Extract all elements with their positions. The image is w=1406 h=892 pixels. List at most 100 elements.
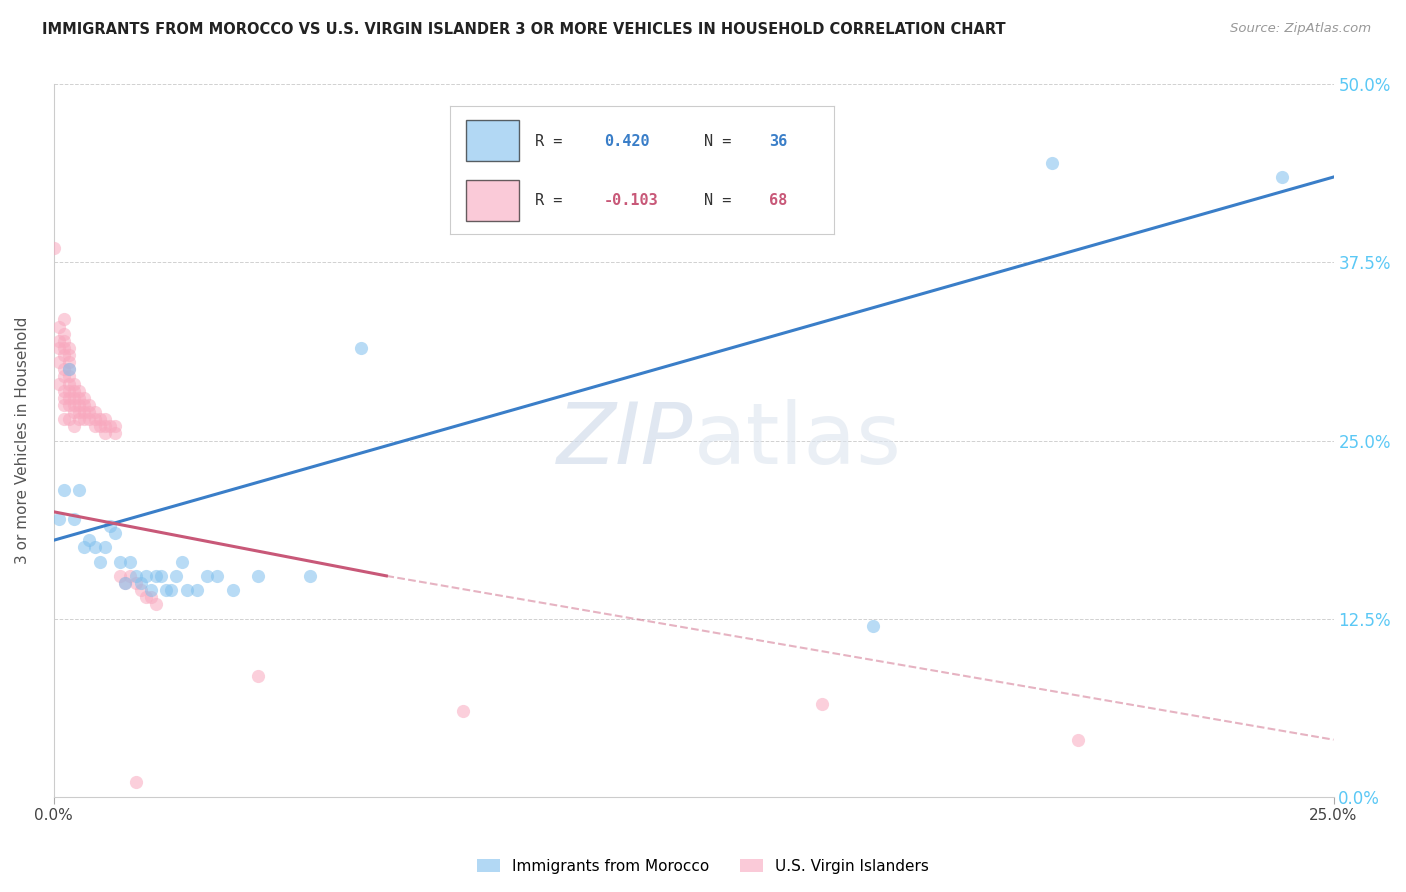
Point bbox=[52, 334, 75, 348]
Point bbox=[63, 419, 86, 434]
Point bbox=[52, 398, 75, 412]
Point bbox=[52, 326, 75, 341]
Point bbox=[862, 619, 884, 633]
Point bbox=[94, 419, 117, 434]
Point bbox=[48, 376, 70, 391]
Point bbox=[52, 312, 75, 326]
Point bbox=[58, 376, 80, 391]
Point bbox=[52, 369, 75, 384]
Point bbox=[79, 533, 101, 548]
Point bbox=[48, 355, 70, 369]
Point bbox=[176, 583, 198, 598]
Point bbox=[73, 391, 96, 405]
Point bbox=[98, 419, 121, 434]
Point bbox=[67, 398, 90, 412]
Point bbox=[129, 576, 152, 591]
Point bbox=[58, 369, 80, 384]
Point bbox=[124, 775, 146, 789]
Point bbox=[139, 583, 162, 598]
Point bbox=[48, 334, 70, 348]
Point bbox=[135, 569, 157, 583]
Point bbox=[104, 426, 127, 441]
Point bbox=[145, 598, 167, 612]
Point bbox=[58, 341, 80, 355]
Point bbox=[104, 419, 127, 434]
Point bbox=[195, 569, 218, 583]
Point bbox=[63, 512, 86, 526]
Point bbox=[94, 412, 117, 426]
Point bbox=[73, 412, 96, 426]
Point bbox=[114, 576, 136, 591]
Point bbox=[810, 697, 832, 711]
Point bbox=[48, 319, 70, 334]
Point bbox=[67, 405, 90, 419]
Point bbox=[129, 583, 152, 598]
Point bbox=[207, 569, 229, 583]
Point bbox=[166, 569, 188, 583]
Text: atlas: atlas bbox=[693, 399, 901, 482]
Text: ZIP: ZIP bbox=[557, 399, 693, 482]
Point bbox=[135, 591, 157, 605]
Point bbox=[120, 555, 142, 569]
Point bbox=[1271, 169, 1294, 184]
Y-axis label: 3 or more Vehicles in Household: 3 or more Vehicles in Household bbox=[15, 317, 30, 565]
Point bbox=[63, 391, 86, 405]
Point bbox=[52, 362, 75, 376]
Text: Source: ZipAtlas.com: Source: ZipAtlas.com bbox=[1230, 22, 1371, 36]
Point bbox=[1066, 732, 1088, 747]
Point bbox=[58, 362, 80, 376]
Point bbox=[58, 412, 80, 426]
Point bbox=[83, 405, 105, 419]
Point bbox=[79, 398, 101, 412]
Text: IMMIGRANTS FROM MOROCCO VS U.S. VIRGIN ISLANDER 3 OR MORE VEHICLES IN HOUSEHOLD : IMMIGRANTS FROM MOROCCO VS U.S. VIRGIN I… bbox=[42, 22, 1005, 37]
Point bbox=[67, 391, 90, 405]
Point bbox=[124, 569, 146, 583]
Point bbox=[83, 541, 105, 555]
Point bbox=[150, 569, 173, 583]
Point bbox=[155, 583, 177, 598]
Point bbox=[83, 419, 105, 434]
Point bbox=[104, 526, 127, 541]
Point bbox=[58, 384, 80, 398]
Point bbox=[298, 569, 321, 583]
Point bbox=[67, 384, 90, 398]
Point bbox=[73, 405, 96, 419]
Point bbox=[139, 591, 162, 605]
Point bbox=[108, 569, 131, 583]
Point bbox=[89, 555, 111, 569]
Point bbox=[124, 576, 146, 591]
Point bbox=[58, 362, 80, 376]
Point bbox=[58, 398, 80, 412]
Point bbox=[52, 483, 75, 498]
Point bbox=[63, 405, 86, 419]
Point bbox=[52, 412, 75, 426]
Point bbox=[63, 384, 86, 398]
Legend: Immigrants from Morocco, U.S. Virgin Islanders: Immigrants from Morocco, U.S. Virgin Isl… bbox=[471, 853, 935, 880]
Point bbox=[108, 555, 131, 569]
Point bbox=[52, 341, 75, 355]
Point bbox=[79, 405, 101, 419]
Point bbox=[52, 391, 75, 405]
Point bbox=[114, 576, 136, 591]
Point bbox=[145, 569, 167, 583]
Point bbox=[63, 376, 86, 391]
Point bbox=[98, 519, 121, 533]
Point bbox=[451, 704, 474, 718]
Point bbox=[222, 583, 245, 598]
Point bbox=[79, 412, 101, 426]
Point bbox=[58, 355, 80, 369]
Point bbox=[58, 391, 80, 405]
Point bbox=[67, 483, 90, 498]
Point bbox=[247, 569, 270, 583]
Point bbox=[160, 583, 183, 598]
Point bbox=[73, 398, 96, 412]
Point bbox=[120, 569, 142, 583]
Point bbox=[58, 348, 80, 362]
Point bbox=[350, 341, 373, 355]
Point bbox=[52, 384, 75, 398]
Point bbox=[89, 412, 111, 426]
Point bbox=[42, 241, 65, 255]
Point bbox=[94, 426, 117, 441]
Point bbox=[247, 668, 270, 682]
Point bbox=[94, 541, 117, 555]
